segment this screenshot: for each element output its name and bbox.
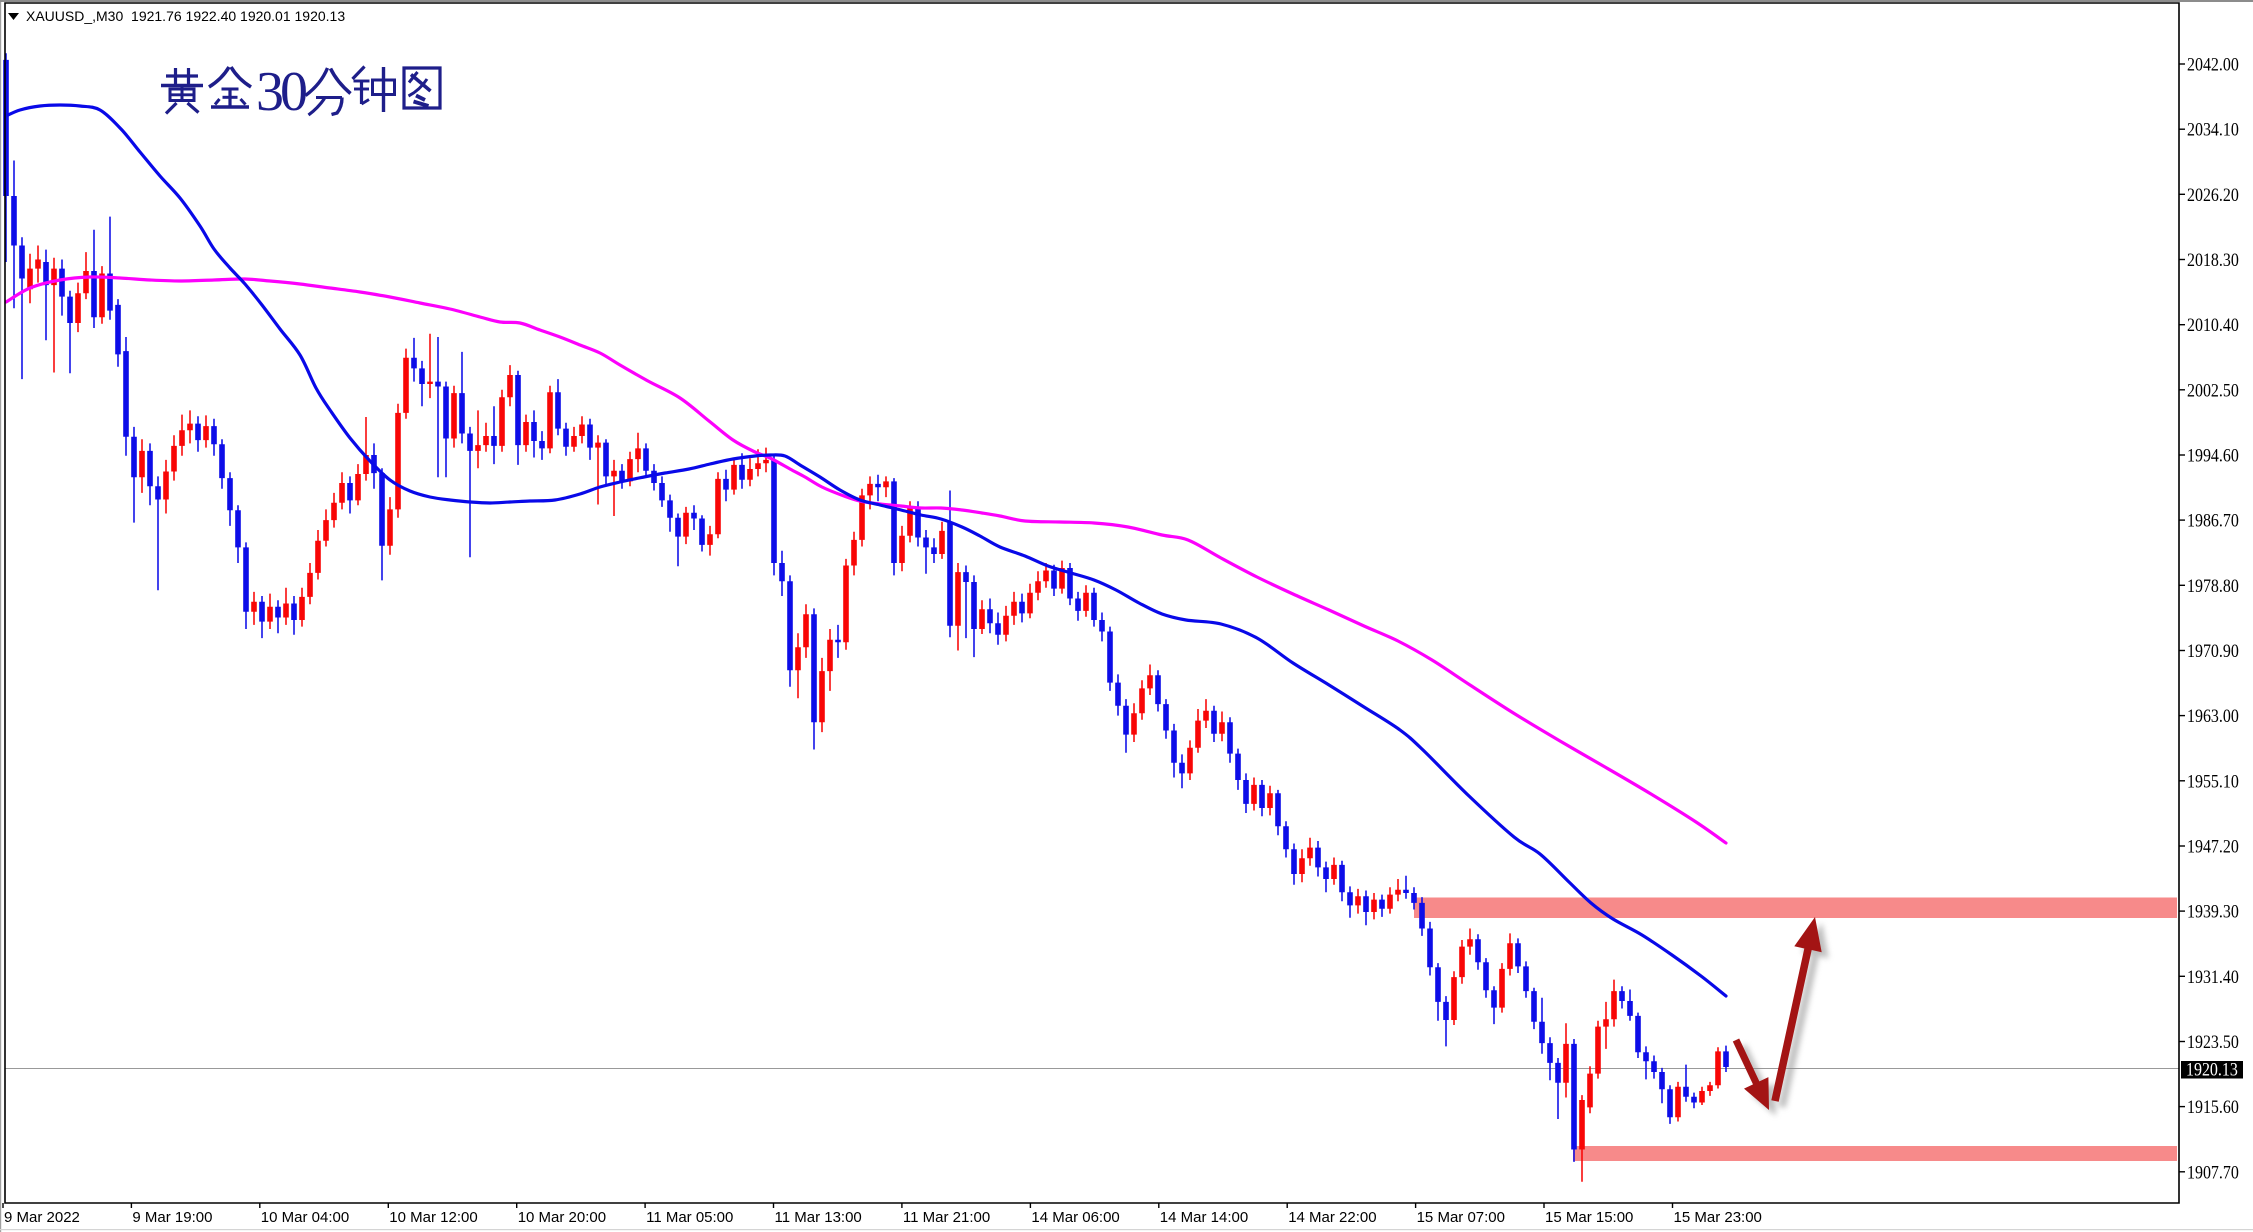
svg-text:10 Mar 04:00: 10 Mar 04:00: [261, 1209, 349, 1226]
svg-text:1923.50: 1923.50: [2187, 1031, 2239, 1053]
svg-text:11 Mar 13:00: 11 Mar 13:00: [775, 1209, 862, 1226]
svg-text:1915.60: 1915.60: [2187, 1096, 2239, 1118]
svg-text:15 Mar 15:00: 15 Mar 15:00: [1545, 1209, 1633, 1226]
svg-text:15 Mar 07:00: 15 Mar 07:00: [1417, 1209, 1505, 1226]
svg-text:11 Mar 05:00: 11 Mar 05:00: [646, 1209, 733, 1226]
svg-text:14 Mar 06:00: 14 Mar 06:00: [1031, 1209, 1119, 1226]
svg-text:2042.00: 2042.00: [2187, 53, 2239, 75]
svg-text:9 Mar 2022: 9 Mar 2022: [4, 1209, 80, 1226]
svg-text:2034.10: 2034.10: [2187, 118, 2239, 140]
svg-text:1986.70: 1986.70: [2187, 509, 2239, 531]
svg-text:10 Mar 12:00: 10 Mar 12:00: [389, 1209, 477, 1226]
svg-text:1920.13: 1920.13: [2186, 1058, 2238, 1080]
svg-text:1978.80: 1978.80: [2187, 574, 2239, 596]
svg-text:1947.20: 1947.20: [2187, 835, 2239, 857]
svg-text:2026.20: 2026.20: [2187, 183, 2239, 205]
svg-text:XAUUSD_,M30 1921.76 1922.40 1: XAUUSD_,M30 1921.76 1922.40 1920.01 1920…: [26, 8, 345, 24]
svg-text:14 Mar 14:00: 14 Mar 14:00: [1160, 1209, 1248, 1226]
svg-text:1955.10: 1955.10: [2187, 770, 2239, 792]
svg-text:1907.70: 1907.70: [2187, 1161, 2239, 1183]
svg-text:9 Mar 19:00: 9 Mar 19:00: [132, 1209, 212, 1226]
svg-text:1931.40: 1931.40: [2187, 965, 2239, 987]
svg-text:1939.30: 1939.30: [2187, 900, 2239, 922]
svg-text:1970.90: 1970.90: [2187, 640, 2239, 662]
svg-text:1963.00: 1963.00: [2187, 705, 2239, 727]
svg-text:30: 30: [256, 61, 306, 123]
svg-text:11 Mar 21:00: 11 Mar 21:00: [903, 1209, 990, 1226]
svg-text:14 Mar 22:00: 14 Mar 22:00: [1288, 1209, 1376, 1226]
svg-text:2010.40: 2010.40: [2187, 314, 2239, 336]
svg-text:10 Mar 20:00: 10 Mar 20:00: [518, 1209, 606, 1226]
svg-text:1994.60: 1994.60: [2187, 444, 2239, 466]
svg-text:15 Mar 23:00: 15 Mar 23:00: [1674, 1209, 1762, 1226]
svg-text:2002.50: 2002.50: [2187, 379, 2239, 401]
svg-text:2018.30: 2018.30: [2187, 249, 2239, 271]
